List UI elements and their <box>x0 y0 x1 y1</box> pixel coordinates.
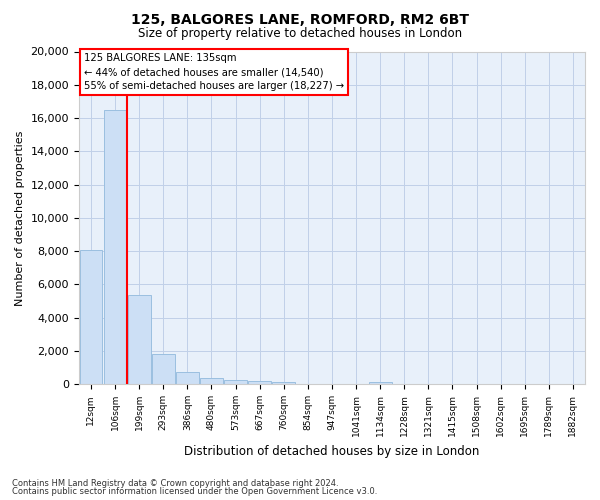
Text: Contains public sector information licensed under the Open Government Licence v3: Contains public sector information licen… <box>12 487 377 496</box>
Bar <box>224 380 247 384</box>
Bar <box>128 296 151 384</box>
Bar <box>272 382 295 384</box>
Bar <box>152 354 175 384</box>
Bar <box>248 382 271 384</box>
Bar <box>176 372 199 384</box>
Text: 125, BALGORES LANE, ROMFORD, RM2 6BT: 125, BALGORES LANE, ROMFORD, RM2 6BT <box>131 12 469 26</box>
Text: 125 BALGORES LANE: 135sqm
← 44% of detached houses are smaller (14,540)
55% of s: 125 BALGORES LANE: 135sqm ← 44% of detac… <box>84 53 344 91</box>
Bar <box>369 382 392 384</box>
Y-axis label: Number of detached properties: Number of detached properties <box>15 130 25 306</box>
Text: Size of property relative to detached houses in London: Size of property relative to detached ho… <box>138 28 462 40</box>
Bar <box>104 110 127 384</box>
Bar <box>80 250 103 384</box>
Text: Contains HM Land Registry data © Crown copyright and database right 2024.: Contains HM Land Registry data © Crown c… <box>12 478 338 488</box>
Bar <box>200 378 223 384</box>
X-axis label: Distribution of detached houses by size in London: Distribution of detached houses by size … <box>184 444 479 458</box>
